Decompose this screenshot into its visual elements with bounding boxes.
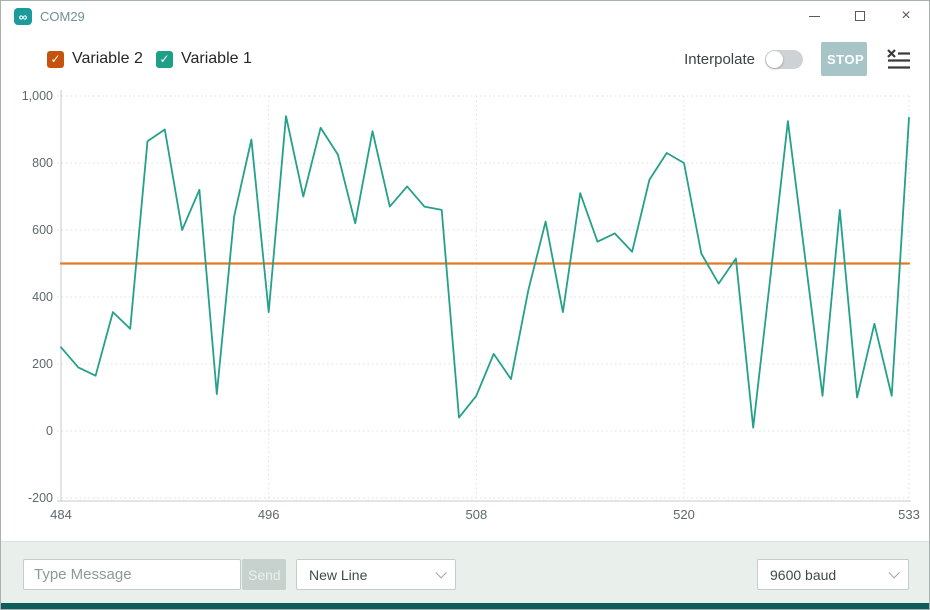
x-tick-label: 484 bbox=[50, 507, 72, 522]
y-tick-label: 200 bbox=[32, 357, 53, 371]
baud-rate-select[interactable]: 9600 baud bbox=[757, 559, 909, 590]
message-input[interactable] bbox=[23, 559, 241, 590]
x-tick-label: 496 bbox=[258, 507, 280, 522]
maximize-icon bbox=[855, 11, 865, 21]
legend-label-variable-2: Variable 2 bbox=[72, 50, 143, 67]
legend-item-variable-1[interactable]: ✓ Variable 1 bbox=[156, 41, 252, 77]
send-button[interactable]: Send bbox=[242, 559, 286, 590]
chevron-down-icon bbox=[435, 566, 447, 579]
close-button[interactable]: × bbox=[901, 7, 911, 24]
baud-rate-value: 9600 baud bbox=[770, 566, 837, 583]
series-line-variable-1 bbox=[60, 115, 910, 429]
y-tick-label: 800 bbox=[32, 156, 53, 170]
interpolate-toggle[interactable] bbox=[765, 49, 803, 69]
arduino-logo-icon: ∞ bbox=[14, 8, 32, 25]
clear-buffer-icon[interactable] bbox=[887, 48, 911, 70]
y-tick-label: -200 bbox=[28, 491, 53, 505]
checkbox-variable-1[interactable]: ✓ bbox=[156, 50, 173, 68]
legend-item-variable-2[interactable]: ✓ Variable 2 bbox=[47, 41, 143, 77]
legend-label-variable-1: Variable 1 bbox=[181, 50, 252, 67]
toggle-knob-icon bbox=[766, 50, 783, 68]
line-chart: -200 0 200 400 600 800 1,000 484 496 508 520 533 bbox=[22, 89, 920, 522]
interpolate-label: Interpolate bbox=[684, 50, 755, 68]
x-tick-label: 520 bbox=[673, 507, 695, 522]
y-tick-label: 1,000 bbox=[22, 89, 53, 103]
line-ending-value: New Line bbox=[309, 566, 368, 583]
window-bottom-border bbox=[1, 603, 929, 609]
y-tick-label: 0 bbox=[46, 424, 53, 438]
checkbox-variable-2[interactable]: ✓ bbox=[47, 50, 64, 68]
chevron-down-icon bbox=[888, 566, 900, 579]
message-bar: Send New Line 9600 baud bbox=[1, 541, 929, 605]
title-bar: ∞ COM29 × bbox=[1, 1, 929, 31]
x-tick-label: 533 bbox=[898, 507, 920, 522]
window-controls: × bbox=[791, 1, 929, 31]
y-tick-label: 600 bbox=[32, 223, 53, 237]
minimize-button[interactable] bbox=[791, 1, 837, 31]
maximize-button[interactable] bbox=[837, 1, 883, 31]
stop-button[interactable]: STOP bbox=[821, 42, 867, 76]
toolbar-right-group: Interpolate STOP bbox=[684, 41, 911, 77]
plotter-toolbar: ✓ Variable 2 ✓ Variable 1 Interpolate ST… bbox=[1, 41, 929, 77]
x-tick-label: 508 bbox=[465, 507, 487, 522]
minimize-icon bbox=[808, 15, 820, 17]
plot-area: -200 0 200 400 600 800 1,000 484 496 508 520 533 bbox=[1, 86, 929, 541]
window-title: COM29 bbox=[40, 9, 85, 24]
line-ending-select[interactable]: New Line bbox=[296, 559, 456, 590]
y-tick-label: 400 bbox=[32, 290, 53, 304]
